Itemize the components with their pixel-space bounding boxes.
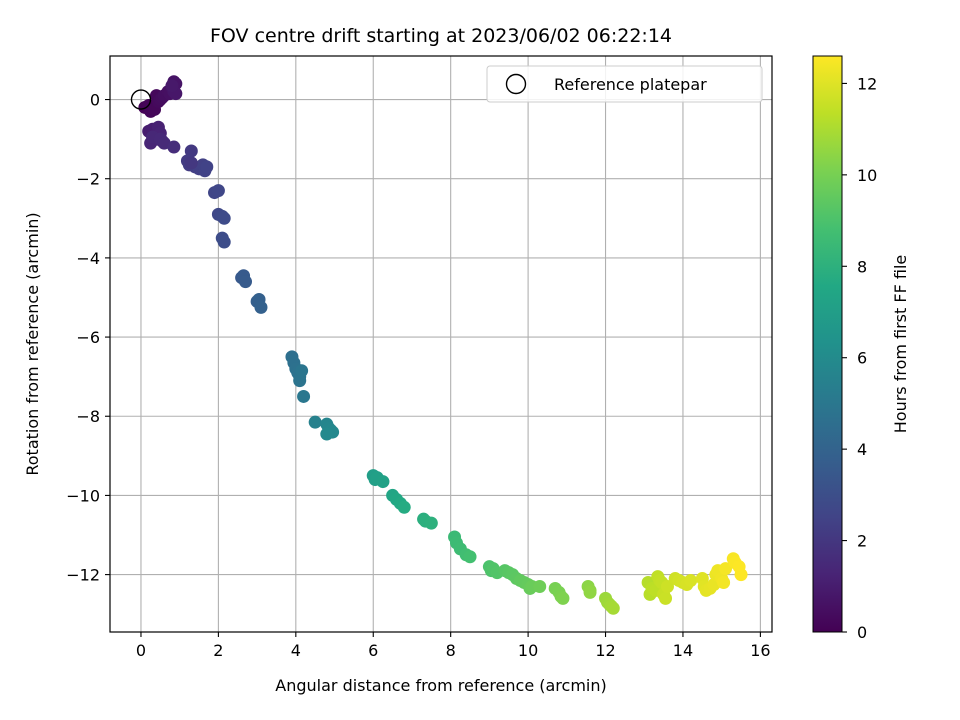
legend-box: [486, 65, 763, 103]
scatter-point: [659, 591, 673, 605]
y-tick-label: −2: [76, 170, 100, 189]
scatter-point: [184, 156, 198, 170]
x-tick-label: 2: [213, 641, 223, 660]
colorbar-tick-label: 8: [857, 257, 867, 276]
scatter-point: [717, 576, 731, 590]
x-tick-label: 4: [291, 641, 301, 660]
reference-marker: [130, 89, 152, 110]
scatter-point: [295, 364, 309, 378]
x-tick-label: 16: [750, 641, 770, 660]
colorbar-tick-label: 12: [857, 74, 877, 93]
colorbar-tick-label: 0: [857, 623, 867, 642]
scatter-point: [293, 374, 307, 388]
scatter-point: [734, 568, 748, 582]
scatter-point: [424, 516, 438, 530]
scatter-point: [217, 235, 231, 249]
scatter-point: [184, 144, 198, 158]
legend-marker-icon: [505, 73, 527, 95]
scatter-point: [397, 500, 411, 514]
scatter-point: [376, 475, 390, 489]
plot-area-frame: [109, 55, 773, 633]
legend: Reference platepar: [486, 65, 763, 103]
x-tick-label: 8: [446, 641, 456, 660]
y-tick-label: −10: [66, 486, 100, 505]
scatter-point: [217, 211, 231, 225]
scatter-point: [211, 184, 225, 198]
y-tick-label: −4: [76, 249, 100, 268]
x-tick-label: 12: [595, 641, 615, 660]
scatter-point: [238, 275, 252, 289]
scatter-point: [320, 427, 334, 441]
y-tick-label: −8: [76, 407, 100, 426]
y-axis-label: Rotation from reference (arcmin): [23, 212, 42, 475]
colorbar-tick-label: 2: [857, 532, 867, 551]
scatter-point: [719, 562, 733, 576]
x-tick-label: 10: [518, 641, 538, 660]
scatter-point: [463, 550, 477, 564]
reference-point: [130, 89, 152, 110]
colorbar-label: Hours from first FF file: [891, 255, 910, 434]
colorbar-tick-label: 6: [857, 349, 867, 368]
x-tick-label: 14: [673, 641, 693, 660]
y-tick-label: −12: [66, 566, 100, 585]
data-points: [138, 75, 748, 615]
colorbar: 0 2 4 6 8 10 12 Hours from first FF file: [812, 55, 910, 642]
grid-lines: [110, 56, 772, 632]
scatter-point: [308, 415, 322, 429]
scatter-point: [533, 579, 547, 593]
scatter-point: [297, 389, 311, 403]
scatter-point: [606, 601, 620, 615]
scatter-point: [556, 591, 570, 605]
scatter-point: [684, 574, 698, 588]
y-axis-ticks: 0 −2 −4 −6 −8 −10 −12: [66, 91, 110, 585]
colorbar-tick-label: 4: [857, 440, 867, 459]
scatter-point: [583, 585, 597, 599]
chart-title: FOV centre drift starting at 2023/06/02 …: [210, 25, 672, 47]
y-tick-label: 0: [90, 91, 100, 110]
x-axis-ticks: 0 2 4 6 8 10 12 14 16: [136, 632, 771, 660]
scatter-point: [254, 300, 268, 314]
scatter-point: [165, 79, 179, 93]
x-tick-label: 6: [368, 641, 378, 660]
scatter-point: [167, 140, 181, 154]
colorbar-tick-label: 10: [857, 166, 877, 185]
x-tick-label: 0: [136, 641, 146, 660]
x-axis-label: Angular distance from reference (arcmin): [275, 676, 606, 695]
colorbar-gradient: [812, 55, 843, 633]
scatter-point: [200, 160, 214, 174]
y-tick-label: −6: [76, 328, 100, 347]
legend-entry-reference: Reference platepar: [554, 75, 707, 94]
colorbar-ticks: 0 2 4 6 8 10 12: [842, 74, 877, 642]
